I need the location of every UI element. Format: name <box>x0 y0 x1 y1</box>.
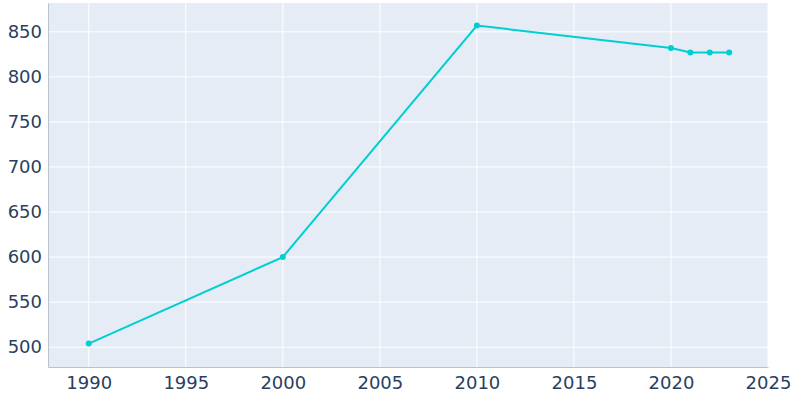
x-axis-line <box>49 367 769 368</box>
point <box>707 50 713 56</box>
x-axis-tick-label: 1995 <box>163 372 209 393</box>
x-axis-tick-label: 2005 <box>357 372 403 393</box>
y-grid-line <box>48 76 768 77</box>
y-axis: 500 550 600 650 700 750 800 850 <box>8 4 49 368</box>
plot: 1990 1995 2000 2005 2010 2015 2020 2025 500 550 60… <box>8 3 792 393</box>
y-axis-tick-label: 850 <box>8 21 42 42</box>
x-axis-tick-label: 2000 <box>260 372 306 393</box>
x-axis-tick-label: 2015 <box>552 372 598 393</box>
x-axis: 1990 1995 2000 2005 2010 2015 2020 2025 <box>49 367 792 393</box>
grid <box>48 3 768 367</box>
x-axis-tick: 1990 <box>66 367 112 393</box>
y-axis-tick-label: 650 <box>8 201 42 222</box>
x-grid-line <box>670 3 671 367</box>
y-grid-line <box>48 121 768 122</box>
x-grid-line <box>379 3 380 367</box>
chart: 1990 1995 2000 2005 2010 2015 2020 2025 500 550 60… <box>0 0 800 400</box>
x-axis-tick: 2000 <box>260 367 306 393</box>
y-grid-line <box>48 212 768 213</box>
x-axis-tick: 2010 <box>454 367 500 393</box>
y-axis-tick: 700 <box>8 156 48 177</box>
point <box>86 341 92 347</box>
y-grid-line <box>48 166 768 167</box>
y-axis-line <box>48 4 49 368</box>
x-grid-line <box>185 3 186 367</box>
point <box>687 50 693 56</box>
point <box>726 50 732 56</box>
y-axis-tick-label: 550 <box>8 291 42 312</box>
x-grid-line <box>573 3 574 367</box>
x-axis-tick-label: 2020 <box>649 372 695 393</box>
line <box>89 26 729 344</box>
y-axis-tick-label: 700 <box>8 156 42 177</box>
x-axis-tick: 1995 <box>163 367 209 393</box>
point <box>668 45 674 51</box>
y-grid-line <box>48 257 768 258</box>
x-grid-line <box>768 3 769 367</box>
x-axis-tick: 2020 <box>649 367 695 393</box>
y-axis-tick: 550 <box>8 291 48 312</box>
y-axis-tick: 850 <box>8 21 48 42</box>
x-grid-line <box>282 3 283 367</box>
x-axis-tick-label: 2025 <box>746 372 792 393</box>
y-grid-line <box>48 302 768 303</box>
y-axis-tick-label: 800 <box>8 66 42 87</box>
series <box>86 23 732 347</box>
y-axis-tick: 750 <box>8 111 48 132</box>
y-grid-line <box>48 31 768 32</box>
x-axis-tick-label: 1990 <box>66 372 112 393</box>
x-axis-tick: 2025 <box>746 367 792 393</box>
y-axis-tick: 600 <box>8 246 48 267</box>
x-axis-tick: 2015 <box>552 367 598 393</box>
y-axis-tick: 650 <box>8 201 48 222</box>
x-axis-tick-label: 2010 <box>454 372 500 393</box>
x-axis-tick: 2005 <box>357 367 403 393</box>
y-axis-tick: 500 <box>8 336 48 357</box>
point <box>280 254 286 260</box>
y-axis-tick-label: 500 <box>8 336 42 357</box>
y-axis-tick-label: 600 <box>8 246 42 267</box>
y-axis-tick-label: 750 <box>8 111 42 132</box>
plot-background <box>48 3 768 367</box>
y-axis-tick: 800 <box>8 66 48 87</box>
point <box>474 23 480 29</box>
x-grid-line <box>88 3 89 367</box>
y-grid-line <box>48 347 768 348</box>
x-grid-line <box>476 3 477 367</box>
